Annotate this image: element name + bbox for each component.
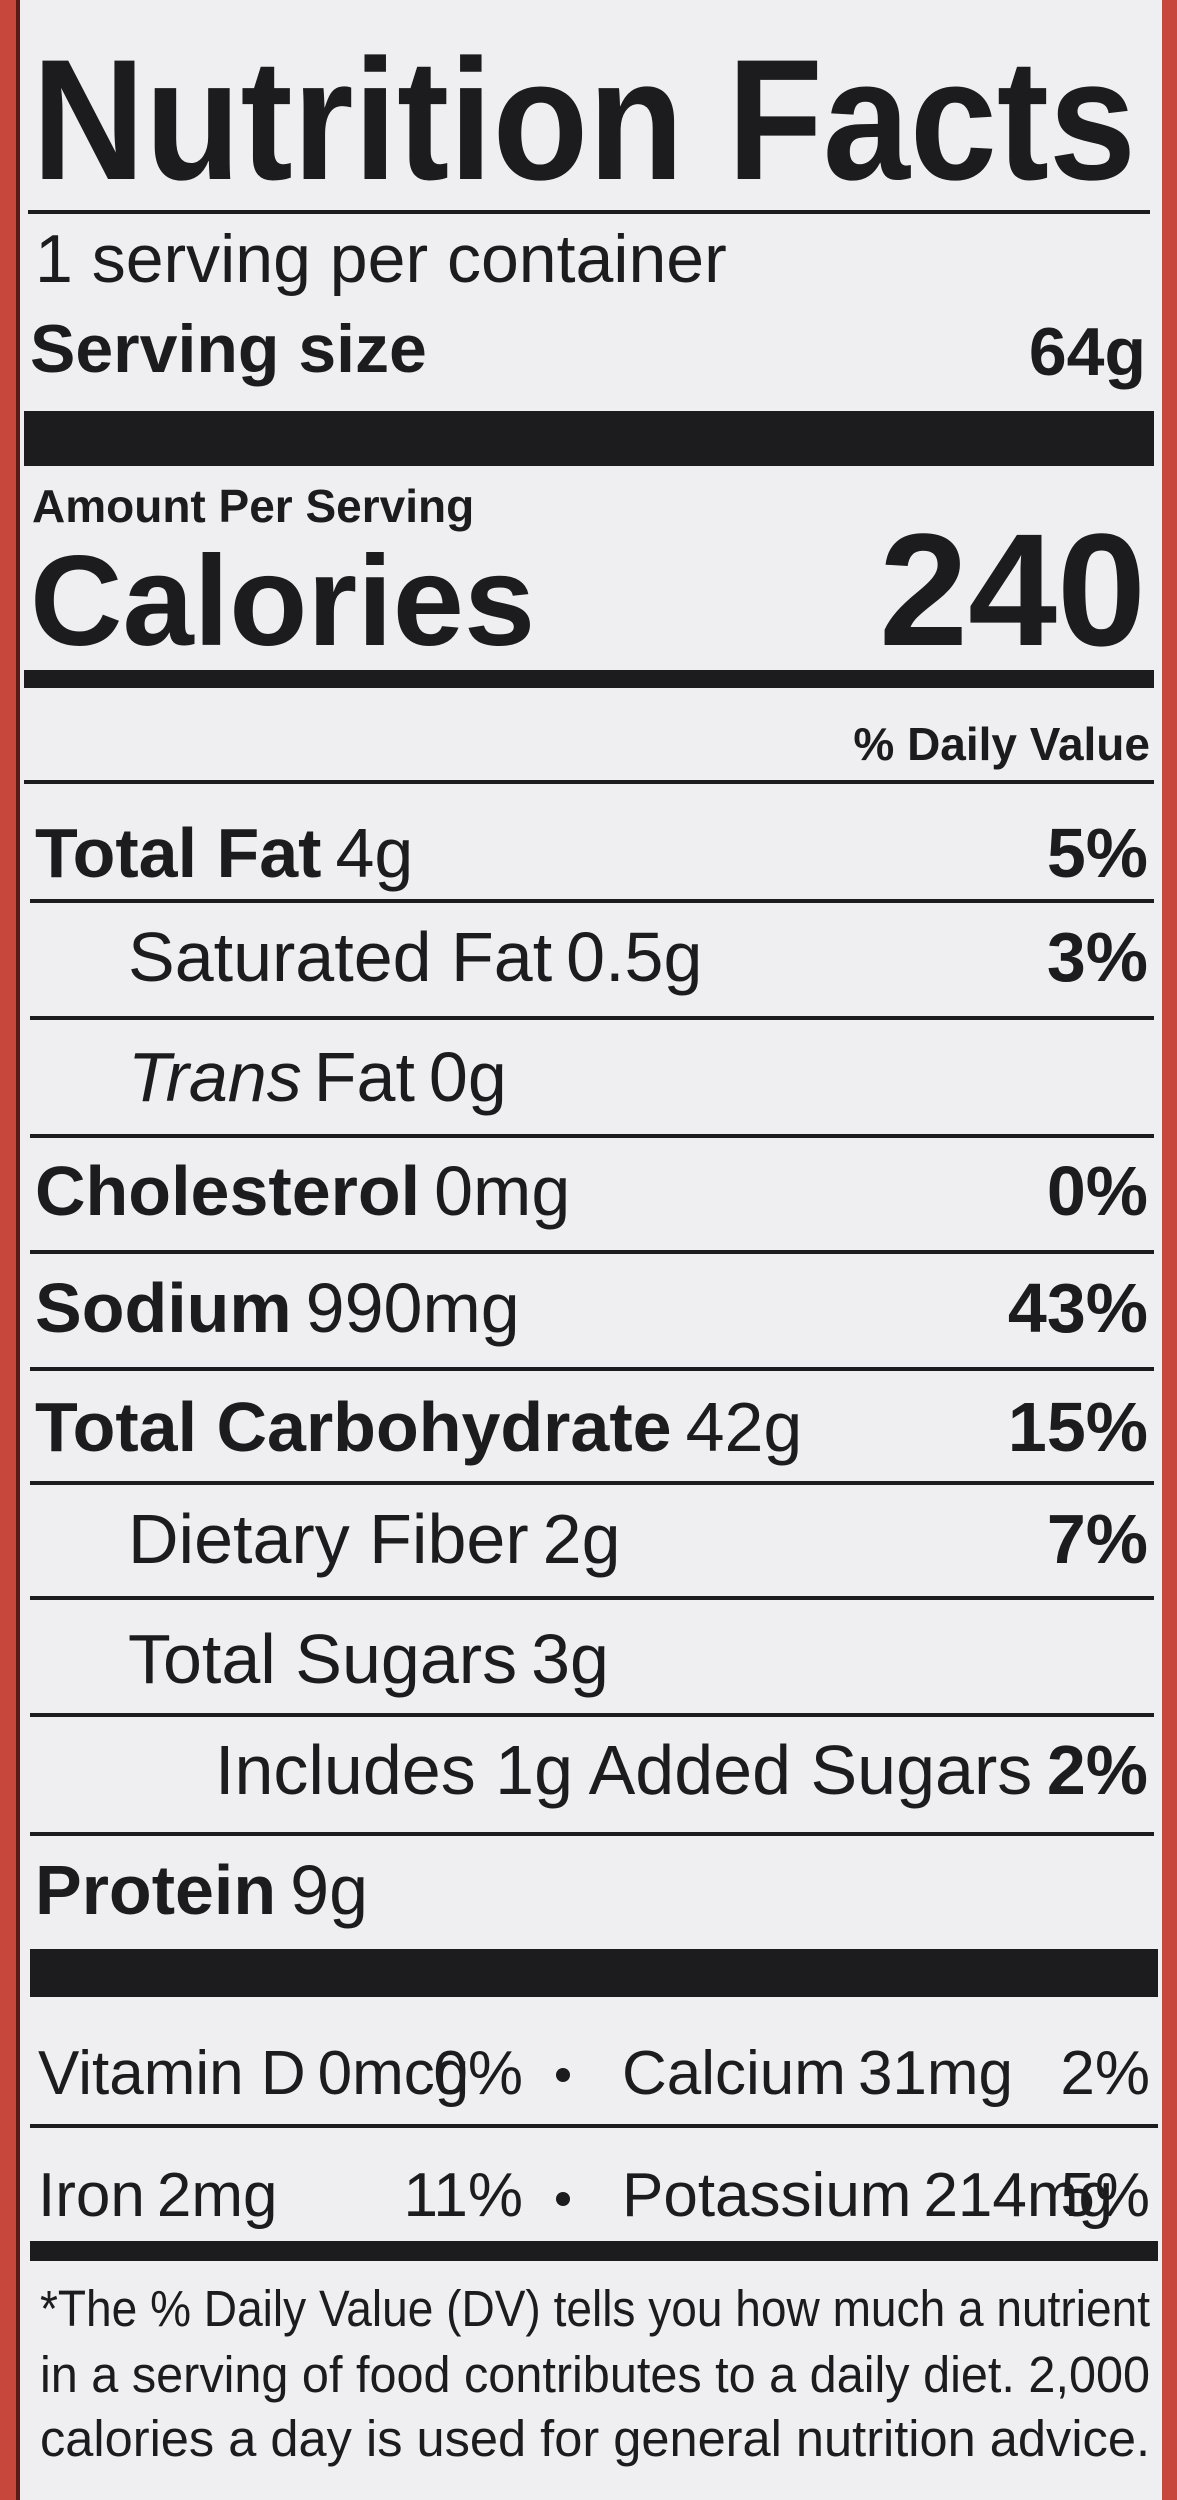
servings: 1 serving per container (35, 221, 727, 297)
nutrient-daily-value: 0% (1047, 1152, 1148, 1230)
nutrient-amount: 990mg (306, 1269, 520, 1347)
nutrient-daily-value: 5% (1047, 814, 1148, 892)
nutrient-row: Total Sugars 3g (128, 1620, 609, 1698)
medium-bar (24, 670, 1154, 688)
rule (30, 899, 1154, 903)
vitamin-amount: 214mg (923, 2161, 1113, 2230)
rule (30, 1713, 1154, 1717)
vitamin-daily-value: 2% (1060, 2039, 1150, 2108)
rule (30, 1016, 1154, 1020)
nutrient-row: Dietary Fiber 2g (128, 1500, 621, 1578)
calories-value: 240 (879, 500, 1146, 679)
rule (30, 1250, 1154, 1254)
nutrient-name: Fat (314, 1038, 415, 1116)
nutrient-daily-value: 7% (1047, 1500, 1148, 1578)
nutrient-amount: 42g (686, 1388, 803, 1466)
vitamin-daily-value: 5% (1060, 2161, 1150, 2230)
vitamin-amount: 2mg (157, 2161, 278, 2230)
vitamin-row: Iron 2mg (38, 2161, 277, 2230)
nutrient-row: Saturated Fat 0.5g (128, 918, 702, 996)
vitamin-name: Vitamin D (38, 2039, 306, 2108)
nutrient-name: Dietary Fiber (128, 1500, 529, 1578)
nutrient-name: Sodium (35, 1269, 292, 1347)
vitamin-row: Potassium 214mg (622, 2161, 1113, 2230)
nutrient-daily-value: 15% (1008, 1388, 1148, 1466)
nutrient-name: Includes 1g Added Sugars (215, 1731, 1032, 1809)
serving-size-label: Serving size (30, 311, 427, 387)
nutrient-row: Total Carbohydrate 42g (35, 1388, 802, 1466)
separator (556, 2068, 570, 2082)
vitamin-name: Calcium (622, 2039, 846, 2108)
rule (30, 1367, 1154, 1371)
label-edge (16, 0, 20, 2500)
nutrient-daily-value: 43% (1008, 1269, 1148, 1347)
rule (30, 1134, 1154, 1138)
rule (28, 210, 1150, 214)
separator (556, 2192, 570, 2206)
thick-bar (24, 411, 1154, 466)
amount-per-serving: Amount Per Serving (32, 480, 474, 532)
rule (30, 1481, 1154, 1485)
nutrient-row: Total Fat 4g (35, 814, 413, 892)
nutrient-row: Includes 1g Added Sugars (215, 1731, 1032, 1809)
footnote-line: in a serving of food contributes to a da… (40, 2346, 1150, 2403)
nutrient-name: Protein (35, 1851, 276, 1929)
nutrient-name: Total Sugars (128, 1620, 517, 1698)
vitamin-name: Potassium (622, 2161, 911, 2230)
nutrient-row: Cholesterol 0mg (35, 1152, 570, 1230)
vitamin-row: Calcium 31mg (622, 2039, 1013, 2108)
thick-bar (30, 1949, 1158, 1997)
nutrient-amount: 4g (335, 814, 413, 892)
nutrient-row: Protein 9g (35, 1851, 368, 1929)
vitamin-amount: 0mcg (318, 2039, 470, 2108)
daily-value-header: % Daily Value (853, 718, 1150, 770)
rule (30, 2124, 1158, 2128)
nutrient-amount: 0.5g (566, 918, 702, 996)
serving-size: 64g (1029, 314, 1146, 390)
nutrient-prefix: Trans (128, 1038, 302, 1116)
nutrient-name: Saturated Fat (128, 918, 552, 996)
calories-label: Calories (30, 530, 535, 673)
nutrient-name: Cholesterol (35, 1152, 420, 1230)
rule (30, 1832, 1154, 1836)
nutrient-amount: 0mg (434, 1152, 570, 1230)
vitamin-daily-value: 11% (404, 2161, 524, 2230)
nutrient-amount: 2g (543, 1500, 621, 1578)
nutrient-daily-value: 3% (1047, 918, 1148, 996)
nutrient-row: Sodium 990mg (35, 1269, 520, 1347)
title: Nutrition Facts (32, 24, 1136, 216)
footnote-line: *The % Daily Value (DV) tells you how mu… (40, 2280, 1150, 2337)
nutrient-name: Total Fat (35, 814, 321, 892)
medium-bar (30, 2241, 1158, 2261)
vitamin-name: Iron (38, 2161, 145, 2230)
nutrient-amount: 9g (290, 1851, 368, 1929)
nutrient-amount: 3g (531, 1620, 609, 1698)
nutrient-name: Total Carbohydrate (35, 1388, 672, 1466)
rule (24, 780, 1154, 784)
nutrient-daily-value: 2% (1047, 1731, 1148, 1809)
footnote-line: calories a day is used for general nutri… (40, 2410, 1150, 2467)
vitamin-daily-value: 0% (433, 2039, 523, 2108)
nutrient-amount: 0g (429, 1038, 507, 1116)
vitamin-row: Vitamin D 0mcg (38, 2039, 469, 2108)
vitamin-amount: 31mg (858, 2039, 1013, 2108)
nutrient-row: Trans Fat 0g (128, 1038, 507, 1116)
rule (30, 1596, 1154, 1600)
